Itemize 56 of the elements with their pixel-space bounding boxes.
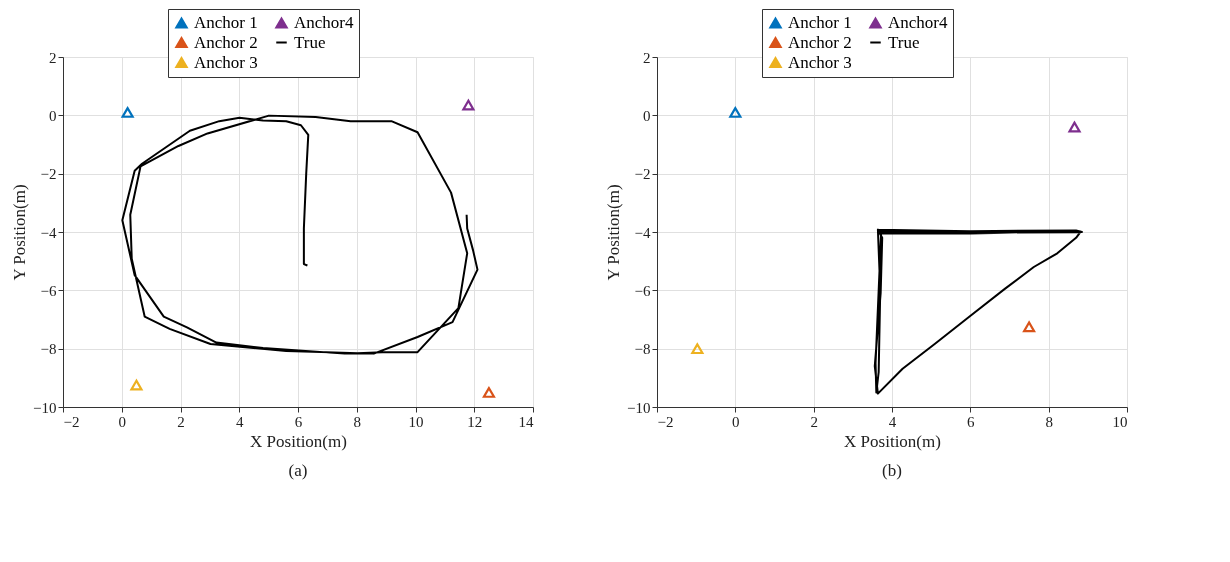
y-tick-label: 0	[643, 107, 651, 124]
x-tick-label: 10	[408, 413, 424, 430]
y-tick-label: −10	[33, 399, 57, 416]
line-series	[873, 228, 1083, 395]
legend-label: Anchor 1	[788, 12, 852, 32]
x-tick-label: 10	[1112, 413, 1128, 430]
x-tick-label: 2	[177, 413, 185, 430]
x-tick-label: 2	[810, 413, 818, 430]
y-tick-label: −4	[634, 224, 651, 241]
x-axis-title: X Position(m)	[844, 431, 941, 451]
x-tick-label: 0	[732, 413, 740, 430]
y-tick-label: −8	[634, 341, 651, 358]
y-axis-title: Y Position(m)	[604, 184, 624, 281]
legend-label: Anchor 2	[788, 32, 852, 52]
point	[1022, 321, 1036, 333]
y-tick-label: 2	[643, 49, 651, 66]
legend-label: Anchor 1	[194, 12, 258, 32]
point	[121, 106, 134, 118]
y-tick-label: −4	[40, 224, 57, 241]
x-tick-label: 8	[353, 413, 361, 430]
x-tick-label: 4	[888, 413, 897, 430]
y-tick-label: −6	[40, 282, 57, 299]
x-tick-label: 14	[518, 413, 534, 430]
x-tick-label: 8	[1045, 413, 1053, 430]
legend-label: Anchor4	[294, 12, 354, 32]
legend-label: Anchor 3	[788, 52, 852, 72]
point	[482, 386, 496, 398]
point	[729, 106, 742, 118]
y-tick-label: 2	[49, 49, 57, 66]
text: (a)	[288, 461, 308, 480]
legend-label: Anchor4	[888, 12, 948, 32]
legend-label: Anchor 2	[194, 32, 258, 52]
line-series	[121, 114, 479, 355]
x-tick-label: −2	[63, 413, 80, 430]
y-tick-label: −8	[40, 341, 57, 358]
legend-label: Anchor 3	[194, 52, 258, 72]
x-tick-label: 0	[118, 413, 126, 430]
point	[462, 99, 475, 111]
y-tick-label: −6	[634, 282, 651, 299]
text: (b)	[882, 461, 902, 480]
y-tick-label: −2	[634, 166, 651, 183]
point	[1068, 121, 1081, 133]
y-tick-label: −10	[627, 399, 651, 416]
legend-label: True	[888, 32, 920, 52]
x-tick-label: 4	[236, 413, 244, 430]
y-tick-label: −2	[40, 166, 57, 183]
x-tick-label: −2	[657, 413, 674, 430]
x-tick-label: 12	[467, 413, 483, 430]
legend-label: True	[294, 32, 326, 52]
point	[691, 343, 704, 355]
x-tick-label: 6	[967, 413, 976, 430]
x-axis-title: X Position(m)	[250, 431, 347, 451]
y-tick-label: 0	[49, 107, 57, 124]
point	[130, 379, 143, 391]
x-tick-label: 6	[294, 413, 303, 430]
y-axis-title: Y Position(m)	[10, 184, 30, 281]
